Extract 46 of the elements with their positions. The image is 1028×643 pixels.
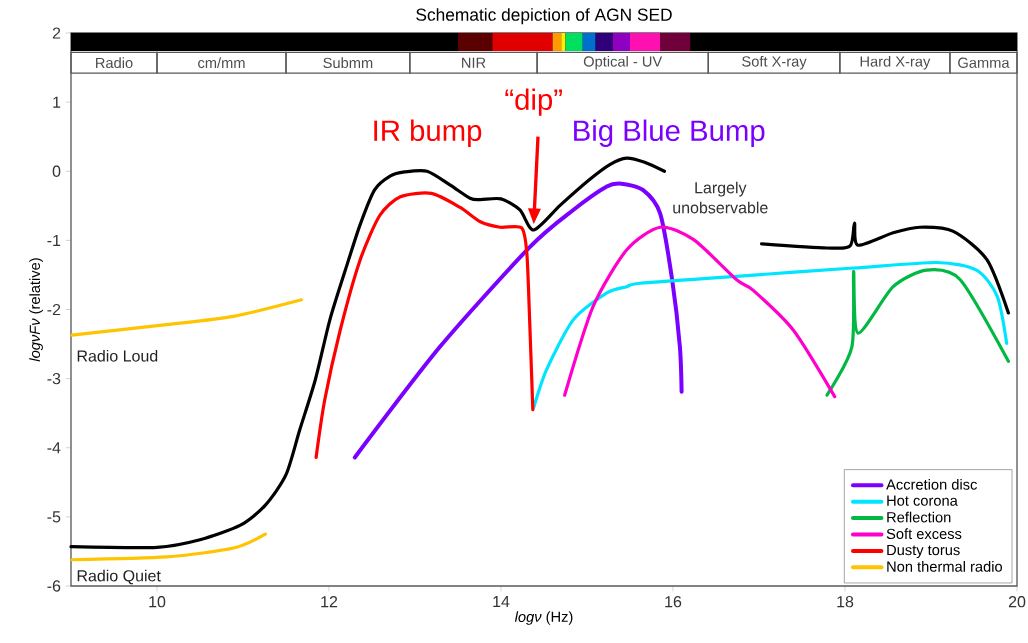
annotation: IR bump: [374, 119, 482, 147]
x-tick-label: 16: [665, 596, 682, 608]
legend-label: Soft excess: [886, 528, 962, 540]
x-tick-label: 14: [493, 596, 510, 608]
annotation: Soft X-ray: [742, 55, 807, 70]
annotation: Radio Quiet: [77, 569, 161, 585]
annotation: Largely unobservable: [673, 181, 768, 214]
line-series: [70, 298, 304, 337]
annotation: Gamma: [958, 57, 1010, 68]
y-tick-label: -6: [47, 580, 61, 592]
chart-title: Schematic depiction of AGN SED: [416, 8, 672, 25]
line-series: [532, 260, 1009, 410]
annotation: Hard X-ray: [860, 55, 931, 70]
line-series: [825, 268, 1011, 397]
annotation: NIR: [462, 57, 486, 68]
legend-label: Reflection: [887, 511, 951, 523]
annotation: Radio: [96, 57, 133, 69]
line-series: [69, 156, 667, 550]
y-axis-title: logνFν (relative): [29, 258, 43, 362]
y-tick-label: -4: [47, 442, 61, 454]
legend-label: Hot corona: [887, 495, 958, 506]
x-tick-label: 10: [149, 596, 166, 608]
y-tick-label: -5: [47, 511, 61, 523]
x-tick-label: 18: [837, 596, 854, 608]
line-series: [70, 532, 267, 562]
y-tick-label: 2: [52, 27, 61, 39]
x-axis-title: logν (Hz): [514, 611, 573, 625]
annotation: Submm: [323, 57, 373, 69]
annotation: Radio Loud: [77, 349, 158, 362]
y-tick-label: -2: [47, 303, 61, 316]
y-tick-label: -1: [47, 234, 61, 246]
x-tick-label: 20: [1008, 596, 1026, 608]
legend-label: Accretion disc: [886, 478, 977, 490]
line-series: [563, 225, 837, 399]
y-tick-label: -3: [47, 372, 61, 385]
legend-label: Non thermal radio: [887, 561, 1003, 572]
line-series: [314, 191, 535, 460]
y-tick-label: 0: [52, 165, 61, 177]
annotation: Big Blue Bump: [574, 119, 765, 147]
legend-label: Dusty torus: [887, 544, 960, 559]
y-tick-label: 1: [53, 96, 61, 108]
annotation: cm/mm: [198, 57, 245, 69]
line-series: [759, 221, 1011, 315]
annotation: “dip”: [505, 88, 562, 116]
x-tick-label: 12: [321, 596, 338, 608]
annotation: Optical - UV: [583, 55, 663, 70]
